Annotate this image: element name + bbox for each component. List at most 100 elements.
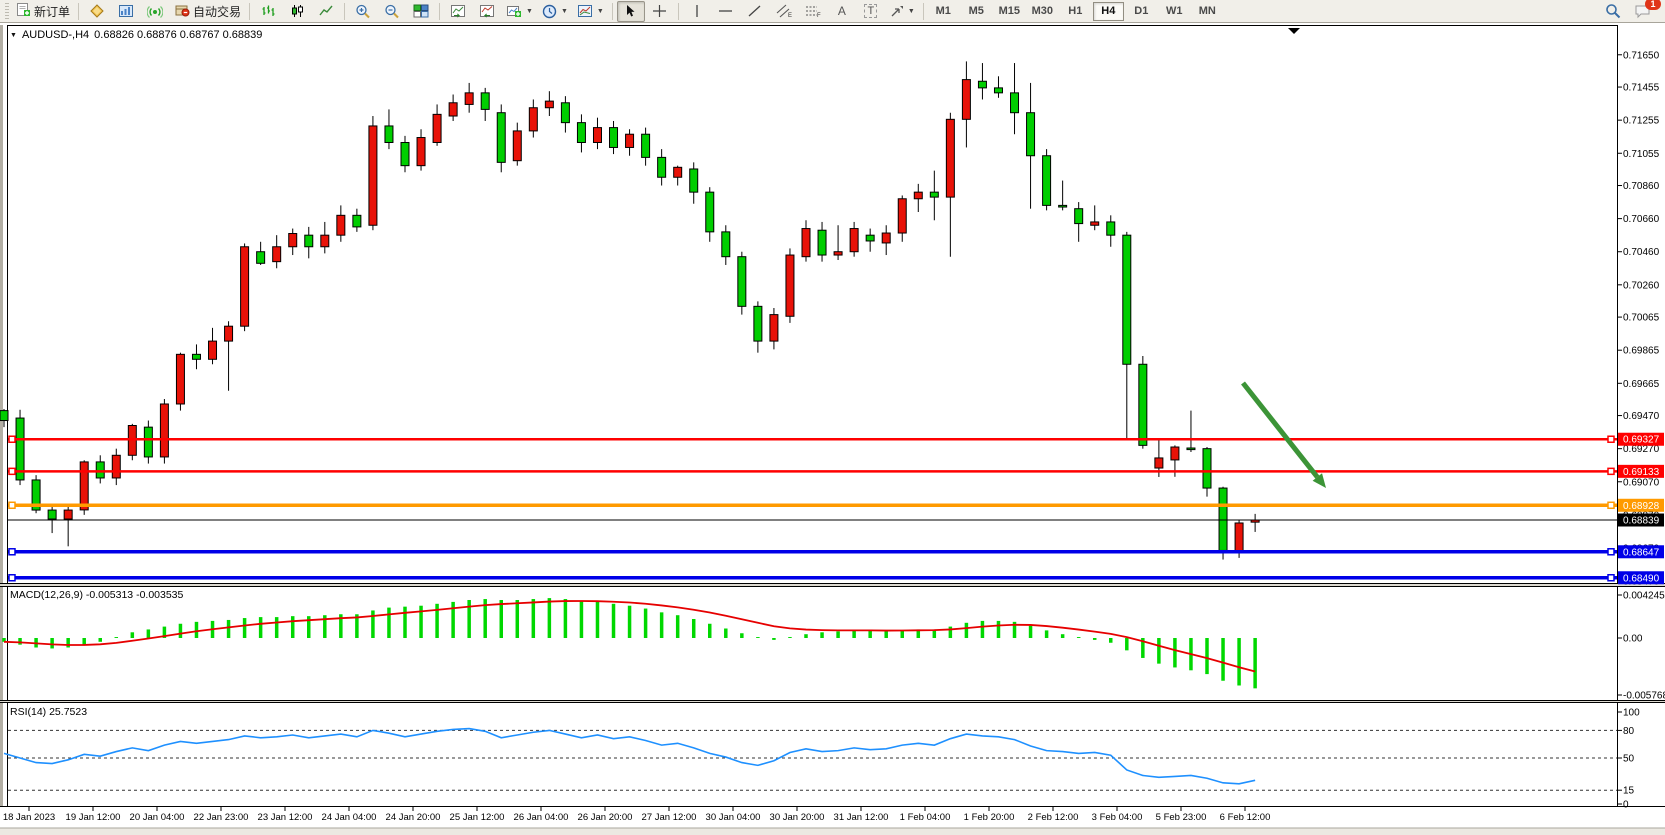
hline-anchor[interactable] [8,435,16,443]
channel-tool-button[interactable]: E [770,1,798,22]
timeframe-m15-button[interactable]: M15 [998,5,1020,17]
notifications-button[interactable]: 1 [1628,0,1661,22]
candle [657,156,667,178]
candle [368,125,378,226]
candle [913,191,923,200]
hline-anchor[interactable] [8,574,16,582]
timeframe-m30-button[interactable]: M30 [1031,5,1053,17]
candle [256,251,266,264]
clock-icon [542,4,557,18]
candle [817,229,827,256]
chart-canvas[interactable]: 0.71650 0.71455 0.71255 0.71055 0.70860 0.706… [0,23,1665,835]
timeframe-h4-button[interactable]: H4 [1092,1,1124,21]
candle [272,246,282,263]
candle [961,79,971,120]
toolbar: 新订单 自动交易 [0,0,1665,23]
new-chart-button[interactable]: ▼ [502,1,537,22]
candle [705,191,715,233]
fibonacci-tool-button[interactable]: F [799,1,827,22]
indicator-window-button[interactable] [444,1,472,22]
rsi-axis-label: 50 [1623,754,1635,765]
search-button[interactable] [1599,1,1627,22]
price-tick-label: 0.70660 [1623,214,1660,225]
chevron-down-icon: ▼ [526,7,533,15]
hline-anchor[interactable] [1607,435,1615,443]
candle [721,231,731,258]
indicators-layer [2,598,1617,791]
templates-button[interactable]: ▼ [573,1,608,22]
price-tick-label: 0.69070 [1623,477,1660,488]
price-tag-label: 0.68647 [1623,547,1660,558]
rsi-axis-label: 80 [1623,726,1635,737]
candlestick-mode-button[interactable] [283,1,311,22]
trendline-tool-button[interactable] [741,1,769,22]
candle [1170,446,1180,461]
bar-chart-mode-button[interactable] [254,1,282,22]
chart-dropdown-icon[interactable]: ▼ [10,31,17,39]
date-axis-label: 25 Jan 12:00 [450,812,505,823]
timeframe-h1-button[interactable]: H1 [1068,5,1083,17]
text-tool-button[interactable]: A [828,1,856,22]
toolbar-separator [922,2,924,20]
candle [1218,487,1228,551]
cursor-icon [627,5,635,17]
horizontal-line-tool-button[interactable] [712,1,740,22]
label-tool-button[interactable]: T [857,1,885,22]
rsi-indicator-label: RSI(14) 25.7523 [10,706,88,718]
line-chart-icon [318,5,333,16]
timeframe-w1-button[interactable]: W1 [1166,5,1183,17]
candle [79,461,89,511]
candle [673,166,683,178]
hline-anchor[interactable] [8,467,16,476]
hline-anchor[interactable] [8,548,16,556]
hline-anchor[interactable] [1607,574,1615,582]
toolbar-separator [677,2,679,20]
trendline-icon [748,5,761,17]
crosshair-tool-button[interactable] [646,1,674,22]
timeframe-mn-button[interactable]: MN [1198,5,1216,17]
drawn-objects-layer [8,381,1617,582]
auto-trading-label: 自动交易 [193,4,242,19]
candle [544,100,554,109]
price-tick-label: 0.70260 [1623,280,1660,291]
indicator-list-button[interactable] [473,1,501,22]
cursor-tool-button[interactable] [616,0,645,22]
candle [464,92,474,105]
timeframe-m5-button[interactable]: M5 [968,5,984,17]
zoom-in-button[interactable] [349,1,377,22]
down-arrow-annotation[interactable] [1241,381,1320,479]
date-axis-label: 30 Jan 04:00 [706,812,761,823]
tile-windows-button[interactable] [407,1,435,22]
hline-anchor[interactable] [1607,501,1615,510]
hline-anchor[interactable] [8,501,16,510]
gold-symbol-button[interactable] [83,1,111,22]
new-chart-icon [507,6,522,17]
tile-windows-icon [413,4,429,18]
template-chart-icon [577,5,592,17]
horizontal-line-icon [719,10,733,12]
hline-anchor[interactable] [1607,548,1615,556]
hline-anchor[interactable] [1607,467,1615,476]
new-order-button[interactable]: 新订单 [12,1,74,22]
toolbar-grip[interactable] [5,3,9,19]
price-tick-label: 0.69270 [1623,444,1660,455]
timeframe-d1-button[interactable]: D1 [1134,5,1149,17]
chart-shift-marker[interactable] [1288,28,1300,34]
auto-trading-button[interactable]: 自动交易 [170,1,245,22]
candle [1074,208,1084,225]
market-watch-button[interactable] [112,1,140,22]
signal-button[interactable] [141,1,169,22]
toolbar-separator [611,2,613,20]
zoom-out-button[interactable] [378,1,406,22]
candle [609,127,619,148]
svg-text:F: F [817,13,821,18]
timeframe-m1-button[interactable]: M1 [935,5,951,17]
line-chart-mode-button[interactable] [312,1,340,22]
axes-layer: 0.71650 0.71455 0.71255 0.71055 0.70860 0.706… [3,50,1665,823]
chart-background-layer [0,23,1665,835]
toolbar-separator [439,2,441,20]
periods-button[interactable]: ▼ [538,1,572,22]
vertical-line-tool-button[interactable] [683,1,711,22]
arrows-tool-button[interactable]: ▼ [886,1,919,22]
